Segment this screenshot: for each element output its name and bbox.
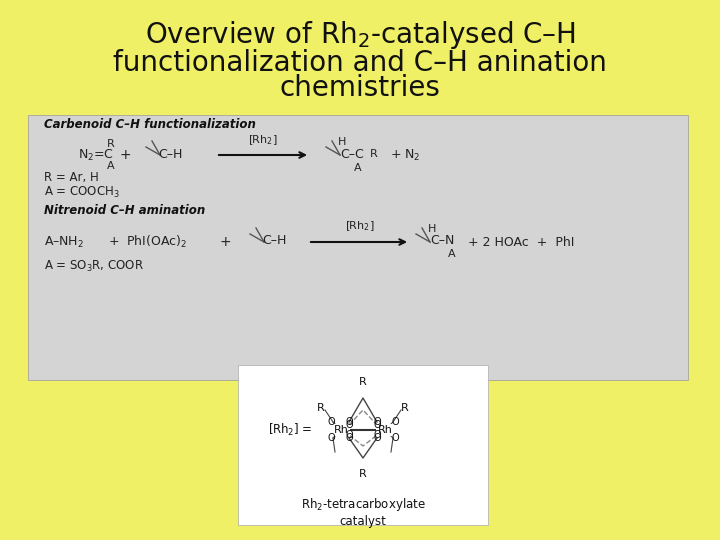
Text: A–NH$_2$: A–NH$_2$ bbox=[44, 234, 84, 249]
Text: O: O bbox=[373, 417, 381, 427]
Text: + 2 HOAc  +  PhI: + 2 HOAc + PhI bbox=[468, 235, 575, 248]
Text: A: A bbox=[448, 249, 456, 259]
Text: O: O bbox=[345, 417, 353, 427]
Text: O: O bbox=[345, 420, 353, 430]
Text: O: O bbox=[373, 430, 381, 440]
Text: O: O bbox=[327, 433, 335, 443]
Text: H: H bbox=[338, 137, 346, 147]
Text: C–N: C–N bbox=[430, 234, 454, 247]
Text: O: O bbox=[345, 433, 353, 443]
Text: Overview of Rh$_2$-catalysed C–H: Overview of Rh$_2$-catalysed C–H bbox=[145, 19, 575, 51]
Text: Carbenoid C–H functionalization: Carbenoid C–H functionalization bbox=[44, 118, 256, 132]
Text: C–H: C–H bbox=[158, 147, 182, 160]
Text: R: R bbox=[401, 403, 409, 413]
Text: O: O bbox=[391, 433, 399, 443]
Text: R: R bbox=[359, 377, 367, 387]
Text: A = SO$_3$R, COOR: A = SO$_3$R, COOR bbox=[44, 259, 144, 274]
Text: [Rh$_2$] =: [Rh$_2$] = bbox=[268, 422, 312, 438]
Text: R: R bbox=[317, 403, 325, 413]
Bar bbox=[28, 115, 688, 380]
Text: R: R bbox=[107, 139, 114, 149]
Text: O: O bbox=[373, 433, 381, 443]
Text: C–C: C–C bbox=[340, 147, 364, 160]
Text: C–H: C–H bbox=[262, 234, 287, 247]
Text: Rh: Rh bbox=[377, 425, 392, 435]
Text: [Rh$_2$]: [Rh$_2$] bbox=[248, 133, 278, 147]
Text: chemistries: chemistries bbox=[279, 74, 441, 102]
Text: O: O bbox=[373, 420, 381, 430]
Text: R: R bbox=[370, 149, 378, 159]
Text: N$_2$=C: N$_2$=C bbox=[78, 147, 114, 163]
Text: O: O bbox=[327, 417, 335, 427]
Text: +  PhI(OAc)$_2$: + PhI(OAc)$_2$ bbox=[108, 234, 187, 250]
Text: A: A bbox=[354, 163, 362, 173]
Text: O: O bbox=[391, 417, 399, 427]
Text: R: R bbox=[359, 469, 367, 479]
Text: H: H bbox=[428, 224, 436, 234]
Text: A: A bbox=[107, 161, 114, 171]
Text: A = COOCH$_3$: A = COOCH$_3$ bbox=[44, 185, 120, 200]
Text: Nitrenoid C–H amination: Nitrenoid C–H amination bbox=[44, 204, 205, 217]
Text: +: + bbox=[219, 235, 231, 249]
Text: [Rh$_2$]: [Rh$_2$] bbox=[345, 219, 375, 233]
Text: +: + bbox=[120, 148, 131, 162]
Text: + N$_2$: + N$_2$ bbox=[390, 147, 420, 163]
Text: O: O bbox=[345, 430, 353, 440]
Text: functionalization and C–H anination: functionalization and C–H anination bbox=[113, 49, 607, 77]
Text: Rh: Rh bbox=[333, 425, 348, 435]
Text: R = Ar, H: R = Ar, H bbox=[44, 172, 99, 185]
Text: Rh$_2$-tetracarboxylate
catalyst: Rh$_2$-tetracarboxylate catalyst bbox=[301, 496, 426, 528]
Bar bbox=[238, 365, 488, 525]
